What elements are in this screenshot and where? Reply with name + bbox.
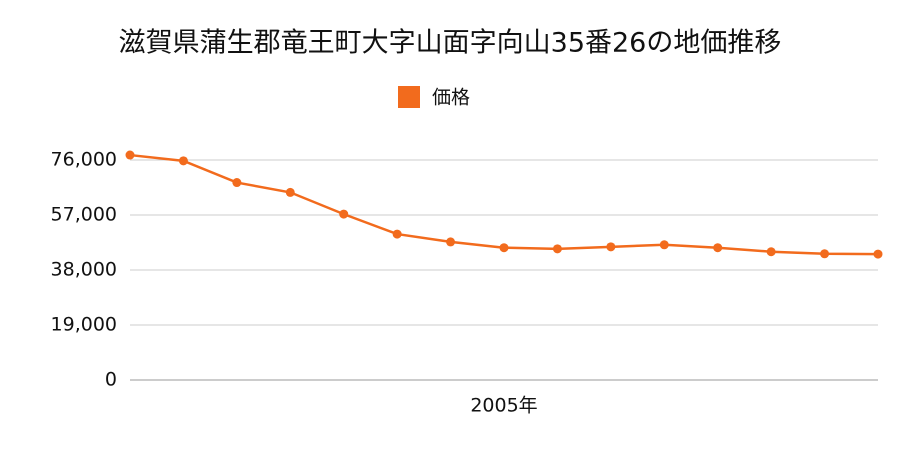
point — [552, 244, 562, 254]
legend-swatch — [398, 86, 420, 108]
point — [766, 247, 776, 257]
point — [339, 209, 349, 219]
y-tick-label: 19,000 — [51, 313, 117, 335]
point — [499, 243, 509, 253]
point — [392, 229, 402, 239]
point — [232, 178, 242, 188]
point — [659, 240, 669, 250]
line — [129, 153, 879, 256]
y-tick-label: 57,000 — [51, 203, 117, 225]
y-tick-label: 38,000 — [51, 258, 117, 280]
y-tick-label: 0 — [105, 369, 117, 391]
point — [873, 249, 883, 259]
legend-label: 価格 — [432, 87, 470, 109]
point — [125, 150, 135, 160]
y-tick-label: 76,000 — [51, 148, 117, 170]
point — [820, 249, 830, 259]
point — [606, 242, 616, 252]
x-tick-label: 2005年 — [470, 395, 537, 417]
point — [285, 187, 295, 197]
point — [713, 243, 723, 253]
point — [446, 237, 456, 247]
chart-title: 滋賀県蒲生郡竜王町大字山面字向山35番26の地価推移 — [119, 28, 782, 59]
point — [178, 156, 188, 166]
